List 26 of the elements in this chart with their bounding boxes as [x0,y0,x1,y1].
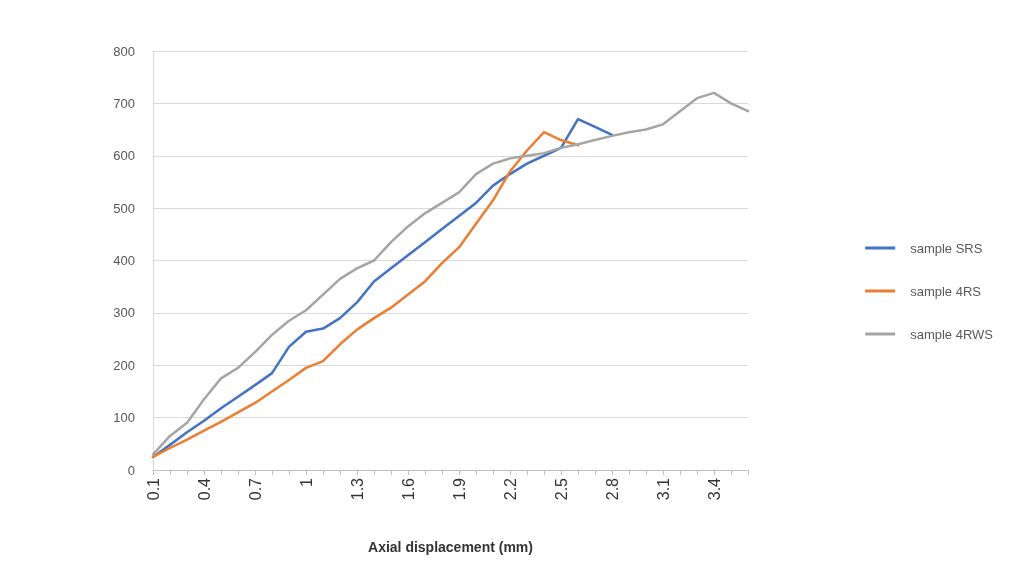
y-tick-label: 100 [113,410,135,426]
y-tick-label: 400 [113,253,135,268]
x-tick-label: 0.4 [195,477,213,501]
x-axis-title: Axial displacement (mm) [368,539,533,555]
y-tick-label: 500 [113,200,135,216]
y-tick-label: 300 [113,305,135,321]
y-tick-label: 700 [113,95,135,111]
x-tick-label: 3.4 [705,477,723,501]
y-tick-label: 600 [113,148,135,164]
line-series [151,91,750,456]
x-tick-label: 1 [297,477,315,487]
x-tick-label: 1.6 [399,477,417,501]
x-tick-label: 2.2 [501,477,519,501]
legend-label: sample 4RS [910,283,982,299]
x-tick-label: 2.5 [552,477,570,501]
x-tick-label: 2.8 [603,477,621,501]
y-tick-label: 800 [113,43,135,59]
x-tick-label: 1.9 [450,477,468,501]
x-tick-label: 0.1 [144,477,162,501]
legend-label: sample SRS [910,240,983,256]
legend-label: sample 4RWS [910,326,994,342]
x-tick-label: 1.3 [348,477,366,501]
x-tick-label: 3.1 [654,477,672,501]
y-tick-label: 0 [127,462,135,478]
y-tick-label: 200 [113,357,135,373]
x-tick-label: 0.7 [246,477,264,501]
